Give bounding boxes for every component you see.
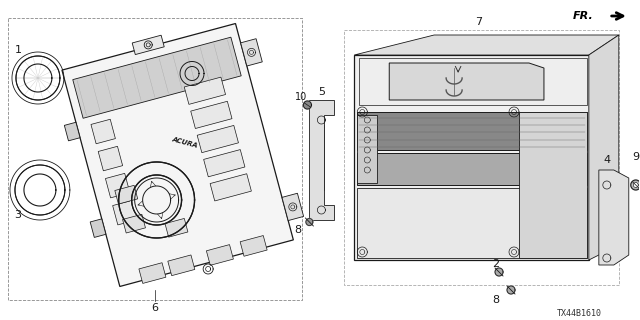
- Bar: [524, 160, 582, 169]
- Polygon shape: [131, 174, 182, 226]
- Polygon shape: [633, 182, 638, 188]
- Polygon shape: [631, 180, 640, 190]
- Polygon shape: [191, 101, 232, 129]
- Polygon shape: [210, 174, 252, 201]
- Bar: [524, 130, 582, 139]
- Text: 9: 9: [632, 152, 639, 162]
- Bar: [524, 190, 582, 199]
- Polygon shape: [123, 214, 145, 233]
- Polygon shape: [303, 101, 312, 109]
- Bar: [524, 145, 582, 154]
- Polygon shape: [184, 77, 225, 104]
- Polygon shape: [507, 286, 515, 294]
- Polygon shape: [197, 125, 239, 153]
- Bar: [603, 190, 613, 245]
- Polygon shape: [589, 35, 619, 260]
- Bar: [524, 115, 582, 124]
- Text: 2: 2: [492, 259, 500, 269]
- Text: 6: 6: [151, 303, 158, 313]
- Polygon shape: [282, 193, 303, 220]
- Polygon shape: [389, 63, 544, 100]
- Polygon shape: [357, 188, 587, 258]
- Text: 1: 1: [15, 45, 22, 55]
- Text: 8: 8: [492, 295, 500, 305]
- Polygon shape: [168, 255, 195, 276]
- Polygon shape: [519, 112, 587, 258]
- Polygon shape: [355, 55, 589, 260]
- Polygon shape: [357, 153, 587, 185]
- Text: 7: 7: [476, 17, 483, 27]
- Bar: [524, 235, 582, 244]
- Polygon shape: [73, 37, 241, 118]
- Polygon shape: [165, 219, 188, 237]
- Polygon shape: [132, 35, 164, 55]
- Polygon shape: [355, 35, 619, 55]
- Polygon shape: [98, 146, 123, 171]
- Polygon shape: [62, 24, 293, 286]
- Text: 4: 4: [604, 155, 611, 165]
- Polygon shape: [91, 119, 115, 144]
- Bar: [524, 205, 582, 214]
- Text: 10: 10: [295, 92, 308, 102]
- Polygon shape: [90, 219, 106, 237]
- Polygon shape: [357, 112, 587, 150]
- Text: 3: 3: [15, 210, 22, 220]
- Polygon shape: [599, 170, 628, 265]
- Bar: [524, 175, 582, 184]
- Polygon shape: [65, 122, 80, 141]
- Bar: [524, 220, 582, 229]
- Polygon shape: [306, 219, 313, 226]
- Text: TX44B1610: TX44B1610: [556, 308, 602, 317]
- Bar: [557, 68, 579, 96]
- Text: 5: 5: [318, 87, 325, 97]
- Polygon shape: [359, 58, 587, 105]
- Text: ACURA: ACURA: [171, 136, 198, 149]
- Polygon shape: [115, 185, 138, 204]
- Polygon shape: [206, 244, 234, 265]
- Polygon shape: [139, 263, 166, 284]
- Bar: [312, 125, 324, 190]
- Polygon shape: [240, 236, 267, 256]
- Text: 8: 8: [294, 225, 301, 235]
- Polygon shape: [106, 173, 130, 198]
- Polygon shape: [113, 200, 137, 225]
- Text: FR.: FR.: [573, 11, 594, 21]
- Polygon shape: [121, 164, 193, 236]
- Polygon shape: [204, 149, 245, 177]
- Polygon shape: [495, 268, 503, 276]
- Polygon shape: [357, 115, 377, 183]
- Polygon shape: [309, 100, 334, 220]
- Bar: [554, 65, 582, 100]
- Polygon shape: [241, 39, 262, 66]
